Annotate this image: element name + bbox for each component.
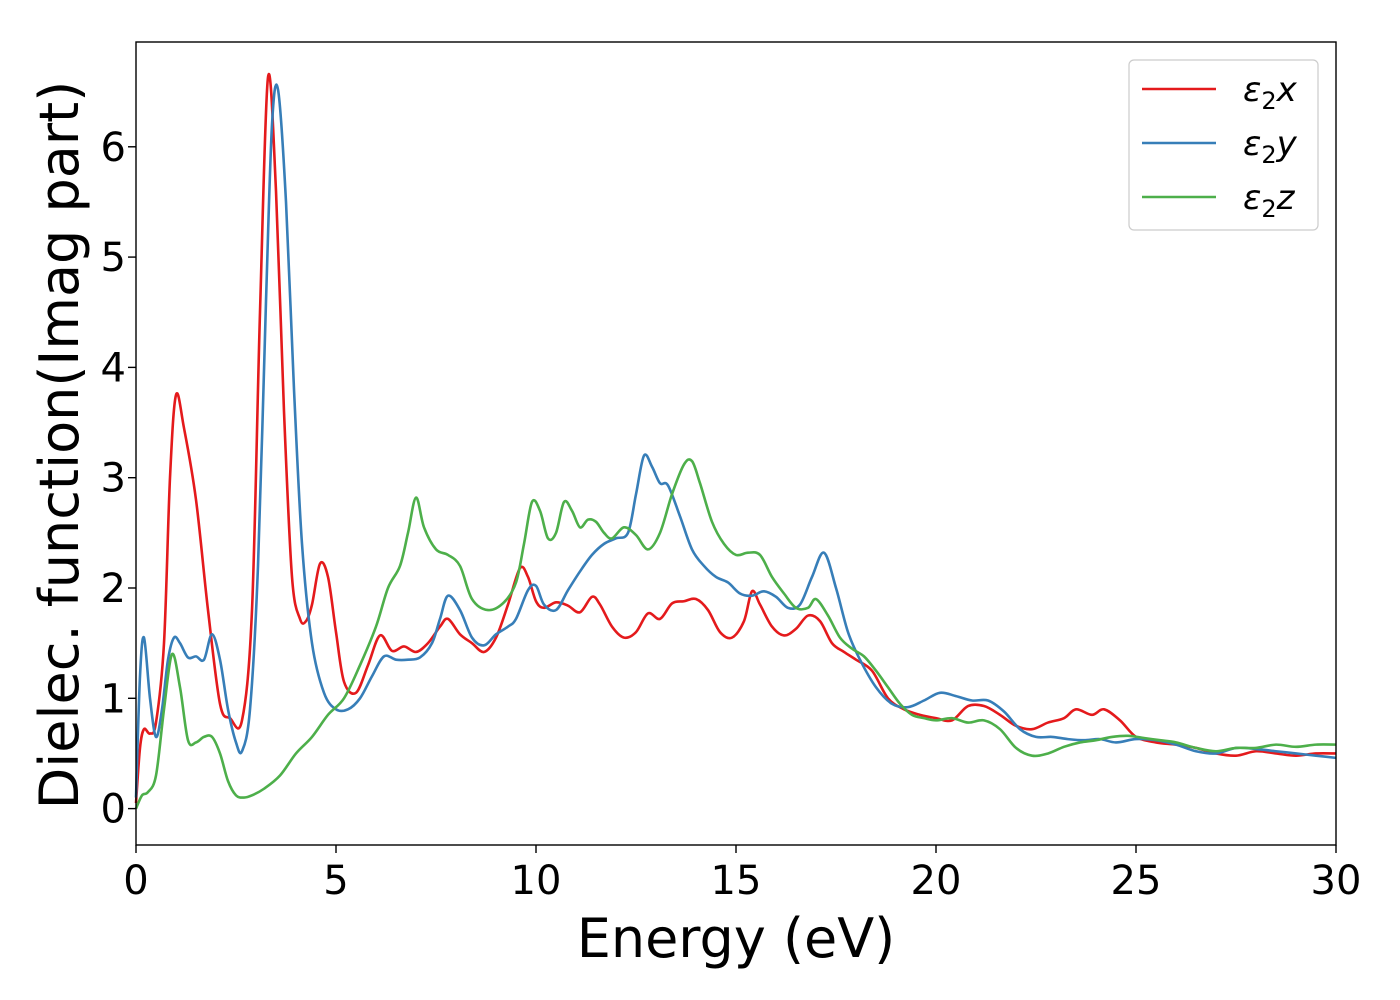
series-line-y (134, 83, 1337, 798)
x-tick-label: 20 (911, 858, 962, 904)
y-tick-label: 1 (101, 676, 126, 722)
series-layer (134, 73, 1337, 810)
x-tick-label: 30 (1311, 858, 1362, 904)
series-line-x (134, 73, 1337, 804)
legend: ε2x ε2y ε2z (1128, 59, 1319, 231)
y-tick-label: 0 (101, 787, 126, 833)
x-tick-label: 15 (711, 858, 762, 904)
legend-label-z: ε2z (1243, 178, 1296, 223)
x-tick-label: 5 (323, 858, 348, 904)
y-tick-label: 5 (101, 235, 126, 281)
legend-box (1128, 59, 1319, 231)
y-tick-label: 4 (101, 345, 126, 391)
y-axis-label: Dielec. function(Imag part) (28, 81, 91, 810)
x-axis-label: Energy (eV) (577, 907, 896, 970)
legend-label-x: ε2x (1243, 70, 1298, 115)
x-tick-label: 0 (123, 858, 148, 904)
y-tick-label: 3 (101, 456, 126, 502)
x-tick-label: 10 (511, 858, 562, 904)
series-line-z (134, 458, 1337, 810)
y-axis: 0 1 2 3 4 5 6 (101, 125, 136, 833)
legend-label-y: ε2y (1243, 124, 1298, 169)
x-tick-label: 25 (1111, 858, 1162, 904)
y-tick-label: 2 (101, 566, 126, 612)
x-axis: 0 5 10 15 20 25 30 (123, 845, 1361, 904)
y-tick-label: 6 (101, 125, 126, 171)
